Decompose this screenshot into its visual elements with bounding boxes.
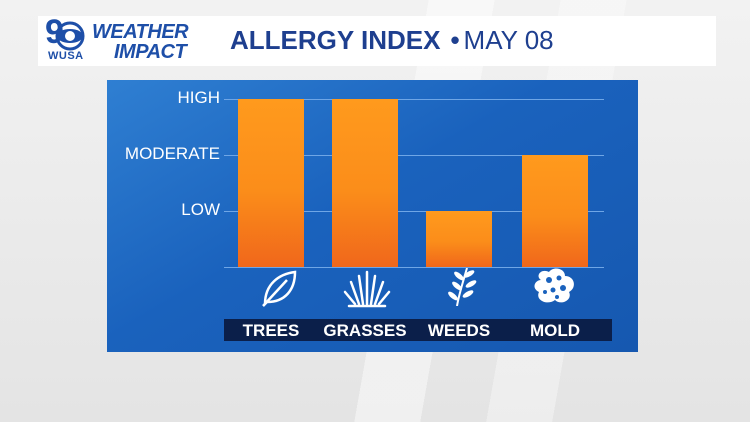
- brand-line1: WEATHER: [92, 21, 189, 43]
- cbs-eye-logo-icon: [55, 21, 85, 51]
- logo-number: 9: [45, 13, 64, 51]
- bar-weeds: [426, 211, 492, 267]
- title-bullet: •: [450, 25, 460, 55]
- brand-line2: IMPACT: [114, 41, 187, 63]
- title-text: ALLERGY INDEX: [230, 25, 441, 55]
- category-label-trees: TREES: [242, 321, 300, 340]
- header-bar: WUSA 9 WEATHER IMPACT ALLERGY INDEX • MAY …: [38, 13, 716, 66]
- chart-panel: LOW MODERATE HIGH TREES GRASSES WEEDS MOLD: [107, 80, 638, 352]
- bar-grasses: [332, 99, 398, 267]
- gridline-low: [224, 211, 604, 212]
- weed-icon: [448, 267, 477, 306]
- gridline-high: [224, 99, 604, 100]
- gridline-baseline: [224, 267, 604, 268]
- y-tick-label-moderate: MODERATE: [124, 144, 220, 163]
- y-tick-label-high: HIGH: [177, 88, 221, 107]
- title-date: MAY 08: [463, 25, 554, 55]
- grass-icon: [343, 270, 391, 308]
- logo-station: WUSA: [48, 50, 84, 62]
- mold-icon: [534, 268, 574, 303]
- bar-trees: [238, 99, 304, 267]
- category-label-mold: MOLD: [529, 321, 581, 340]
- bar-mold: [522, 155, 588, 267]
- leaf-icon: [262, 270, 297, 308]
- category-label-weeds: WEEDS: [427, 321, 491, 340]
- category-label-strip: [224, 319, 612, 341]
- brand-logo: WEATHER IMPACT: [92, 19, 222, 63]
- gridline-moderate: [224, 155, 604, 156]
- page-title: ALLERGY INDEX • MAY 08: [230, 25, 554, 56]
- y-tick-label-low: LOW: [181, 200, 220, 219]
- category-label-grasses: GRASSES: [323, 321, 407, 340]
